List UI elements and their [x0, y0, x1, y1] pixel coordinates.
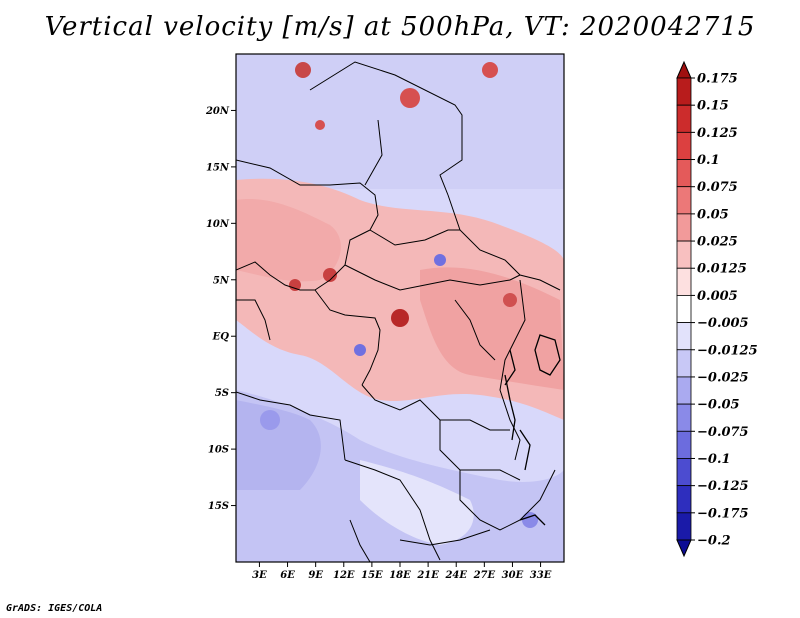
country-borders: [236, 61, 561, 562]
hotspot: [503, 293, 517, 307]
colorbar-segment: [676, 430, 692, 459]
colorbar-label: −0.125: [697, 479, 749, 494]
colorbar-label: −0.1: [697, 452, 731, 467]
colorbar-label: 0.0125: [697, 262, 747, 277]
lon-label: 6E: [280, 570, 295, 581]
hotspot: [323, 268, 337, 282]
colorbar-segment: [676, 322, 692, 351]
lon-label: 9E: [308, 570, 323, 581]
colorbar-label: 0.005: [697, 289, 738, 304]
hotspot: [295, 62, 311, 78]
lon-label: 18E: [389, 570, 411, 581]
latitude-axis: 20N 15N 10N 5N EQ 5S 10S 15S: [205, 106, 236, 512]
colorbar-label: 0.15: [697, 99, 729, 114]
lat-label: 10S: [208, 445, 229, 456]
velocity-field: [236, 54, 564, 562]
field-north: [236, 54, 564, 189]
field-red-east: [420, 267, 564, 390]
coldspot: [434, 254, 446, 266]
colorbar-segment: [676, 240, 692, 269]
colorbar-label: 0.175: [697, 72, 738, 87]
colorbar-label: 0.025: [697, 235, 738, 250]
lat-label: EQ: [212, 332, 230, 343]
lon-label: 24E: [444, 570, 467, 581]
hotspot: [391, 309, 409, 327]
lat-label: 5S: [215, 388, 229, 399]
field-red-west: [236, 199, 341, 282]
lat-label: 5N: [213, 275, 230, 286]
colorbar-segment: [676, 267, 692, 296]
lon-label: 27E: [473, 570, 496, 581]
colorbar-label: 0.1: [697, 153, 720, 168]
longitude-axis: 3E 6E 9E 12E 15E 18E 21E 24E 27E 30E 33E: [252, 562, 552, 581]
colorbar-label: −0.2: [697, 534, 731, 549]
hotspot: [400, 88, 420, 108]
lat-label: 20N: [205, 106, 230, 117]
lat-label: 10N: [206, 219, 230, 230]
colorbar-label: −0.025: [697, 370, 749, 385]
lon-label: 30E: [502, 570, 524, 581]
lon-label: 15E: [361, 570, 383, 581]
lat-label: 15N: [206, 162, 230, 173]
colorbar-label: −0.05: [697, 398, 740, 413]
colorbar-label: −0.005: [697, 316, 749, 331]
lon-label: 33E: [530, 570, 552, 581]
colorbar-segment: [676, 485, 692, 514]
colorbar-segment: [676, 295, 692, 323]
hotspot: [289, 279, 301, 291]
colorbar-label: −0.175: [697, 506, 749, 521]
coldspot: [354, 344, 366, 356]
colorbar-segment: [676, 77, 692, 106]
lon-label: 3E: [252, 570, 267, 581]
coldspot: [522, 512, 538, 528]
colorbar: 0.175 0.15 0.125 0.1 0.075 0.05 0.025 0.0125 0.0…: [676, 60, 758, 558]
colorbar-segment: [676, 512, 692, 541]
colorbar-label: 0.125: [697, 126, 738, 141]
chart-title: Vertical velocity [m/s] at 500hPa, VT: 2…: [44, 12, 756, 42]
lon-label: 21E: [416, 570, 439, 581]
colorbar-segment: [676, 403, 692, 432]
hotspot: [315, 120, 325, 130]
lon-label: 12E: [333, 570, 355, 581]
colorbar-segment: [676, 349, 692, 378]
colorbar-segment: [676, 458, 692, 487]
hotspot: [482, 62, 498, 78]
lakes-coast: [504, 334, 561, 526]
field-south-light: [360, 460, 474, 545]
colorbar-segment: [676, 186, 692, 215]
colorbar-segment: [676, 159, 692, 188]
colorbar-label: −0.0125: [697, 343, 758, 358]
colorbar-segment: [676, 104, 692, 133]
colorbar-label: 0.05: [697, 207, 729, 222]
colorbar-label: −0.075: [697, 425, 749, 440]
colorbar-segment: [676, 376, 692, 405]
colorbar-label: 0.075: [697, 180, 738, 195]
lat-label: 15S: [208, 501, 229, 512]
colorbar-top-arrow: [676, 60, 692, 79]
colorbar-segment: [676, 213, 692, 242]
colorbar-segment: [676, 131, 692, 160]
field-south-west: [236, 400, 321, 490]
colorbar-bottom-arrow: [676, 539, 692, 558]
grads-credit: GrADS: IGES/COLA: [6, 603, 103, 614]
coldspot: [260, 410, 280, 430]
